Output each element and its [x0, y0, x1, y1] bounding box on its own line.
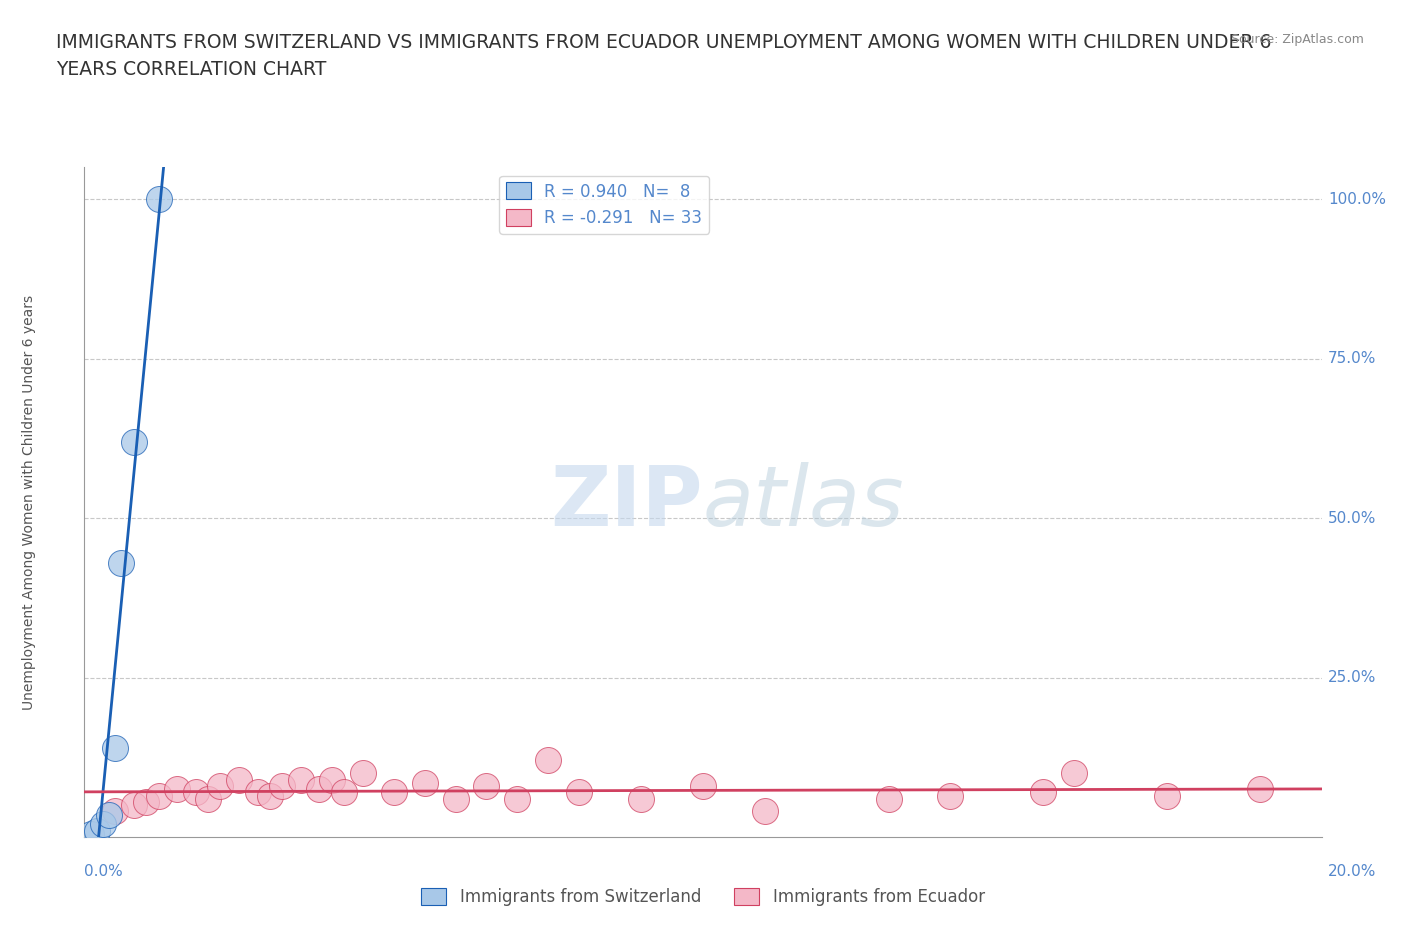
Point — [104, 740, 127, 755]
Point — [246, 785, 269, 800]
Point — [1032, 785, 1054, 800]
Point — [122, 798, 145, 813]
Point — [122, 434, 145, 449]
Point — [110, 555, 132, 570]
Text: 100.0%: 100.0% — [1327, 192, 1386, 206]
Text: Unemployment Among Women with Children Under 6 years: Unemployment Among Women with Children U… — [21, 295, 35, 710]
Point — [290, 772, 312, 787]
Point — [148, 788, 170, 803]
Point — [104, 804, 127, 819]
Point — [148, 192, 170, 206]
Text: atlas: atlas — [703, 461, 904, 543]
Text: Source: ZipAtlas.com: Source: ZipAtlas.com — [1230, 33, 1364, 46]
Point — [333, 785, 356, 800]
Point — [321, 772, 343, 787]
Point — [197, 791, 219, 806]
Point — [166, 782, 188, 797]
Point — [135, 794, 157, 809]
Point — [98, 807, 121, 822]
Point — [259, 788, 281, 803]
Point — [308, 782, 330, 797]
Point — [754, 804, 776, 819]
Text: YEARS CORRELATION CHART: YEARS CORRELATION CHART — [56, 60, 326, 79]
Text: 25.0%: 25.0% — [1327, 671, 1376, 685]
Text: 50.0%: 50.0% — [1327, 511, 1376, 525]
Point — [86, 823, 108, 838]
Point — [537, 753, 560, 768]
Legend: Immigrants from Switzerland, Immigrants from Ecuador: Immigrants from Switzerland, Immigrants … — [415, 881, 991, 912]
Point — [1156, 788, 1178, 803]
Text: 20.0%: 20.0% — [1327, 864, 1376, 879]
Point — [630, 791, 652, 806]
Point — [692, 778, 714, 793]
Point — [877, 791, 900, 806]
Point — [271, 778, 294, 793]
Point — [352, 765, 374, 780]
Point — [568, 785, 591, 800]
Legend: R = 0.940   N=  8, R = -0.291   N= 33: R = 0.940 N= 8, R = -0.291 N= 33 — [499, 176, 709, 233]
Point — [382, 785, 405, 800]
Text: 0.0%: 0.0% — [84, 864, 124, 879]
Point — [91, 817, 114, 831]
Point — [444, 791, 467, 806]
Point — [475, 778, 498, 793]
Text: IMMIGRANTS FROM SWITZERLAND VS IMMIGRANTS FROM ECUADOR UNEMPLOYMENT AMONG WOMEN : IMMIGRANTS FROM SWITZERLAND VS IMMIGRANT… — [56, 33, 1271, 51]
Point — [939, 788, 962, 803]
Point — [184, 785, 207, 800]
Point — [209, 778, 232, 793]
Point — [79, 827, 101, 842]
Point — [1249, 782, 1271, 797]
Point — [413, 776, 436, 790]
Text: ZIP: ZIP — [551, 461, 703, 543]
Text: 75.0%: 75.0% — [1327, 352, 1376, 366]
Point — [1063, 765, 1085, 780]
Point — [506, 791, 529, 806]
Point — [228, 772, 250, 787]
